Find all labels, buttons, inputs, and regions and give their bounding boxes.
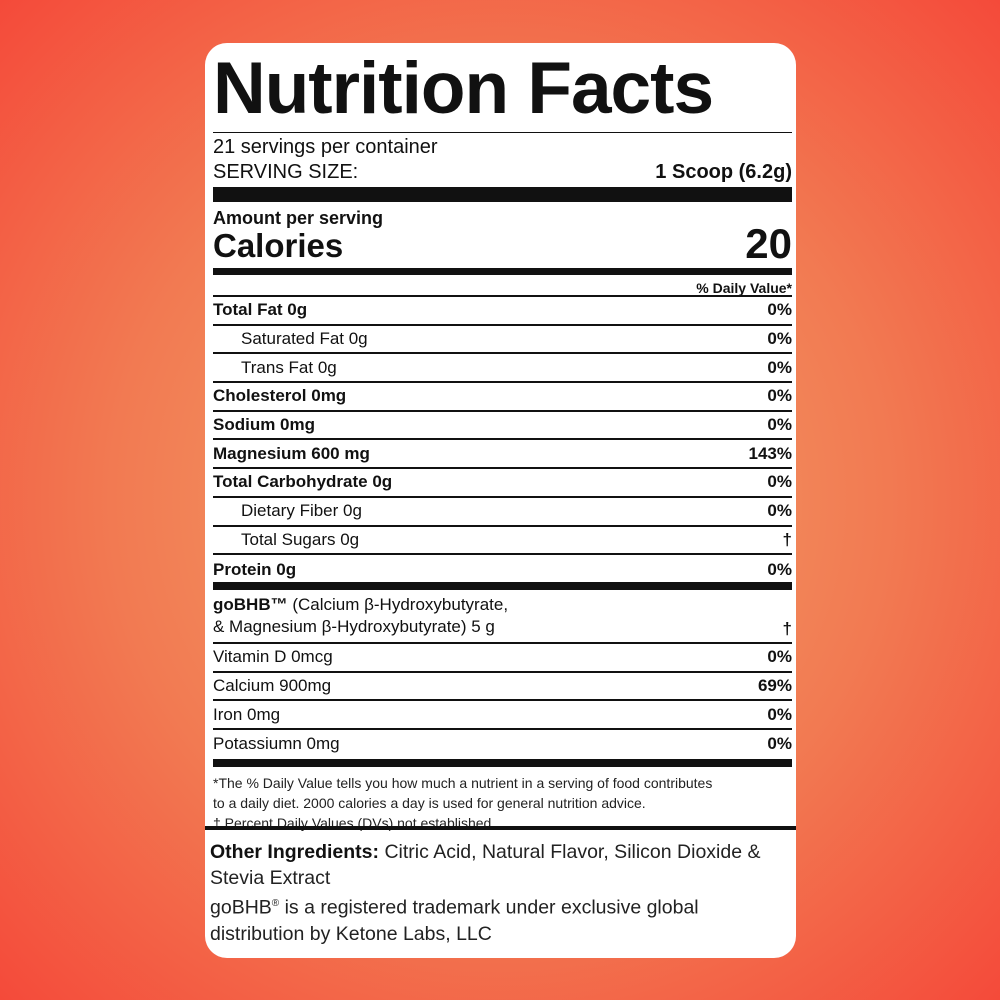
nutrient-row: Vitamin D 0mcg 0% [213,644,792,673]
nutrient-list: Total Fat 0g 0% Saturated Fat 0g 0% Trans Fa… [213,297,792,584]
calories-label: Calories [213,227,344,264]
nutrient-daily-value: 0% [767,329,792,349]
nutrient-daily-value: 69% [757,675,792,695]
nutrient-name: Calcium 900mg [213,675,332,695]
divider [213,132,792,133]
section-divider [205,826,796,830]
nutrient-daily-value: 0% [767,386,792,406]
nutrient-name: Cholesterol 0mg [213,386,347,406]
footnote: to a daily diet. 2000 calories a day is … [213,794,646,811]
nutrient-name: Potassiumn 0mg [213,734,340,754]
nutrient-name: Total Fat 0g [213,300,308,320]
nutrient-row: Saturated Fat 0g 0% [213,326,792,355]
other-ingredients-text: Citric Acid, Natural Flavor, Silicon Dio… [210,841,761,889]
nutrient-daily-value: 0% [767,472,792,492]
trademark-brand: goBHB [210,896,272,919]
nutrient-row: Total Carbohydrate 0g 0% [213,469,792,498]
nutrient-daily-value: 0% [767,501,792,521]
serving-size-label: SERVING SIZE: [213,161,359,183]
vitamin-list: Vitamin D 0mcg 0% Calcium 900mg 69% Iron 0mg… [213,644,792,759]
nutrient-daily-value: 0% [767,415,792,435]
nutrient-name: Trans Fat 0g [241,357,337,377]
nutrient-row: Trans Fat 0g 0% [213,354,792,384]
nutrient-name: Dietary Fiber 0g [241,501,362,521]
calories-row: Calories 20 [213,223,792,265]
thick-divider [213,187,792,202]
nutrient-name: Total Carbohydrate 0g [213,472,393,492]
trademark-text: is a registered trademark under exclusiv… [210,896,699,945]
gobhb-line2: & Magnesium β-Hydroxybutyrate) 5 g [213,616,495,636]
nutrient-name: Sodium 0mg [213,415,316,435]
nutrient-row: Protein 0g 0% [213,555,792,584]
gobhb-dv: † [782,618,792,638]
amount-per-serving: Amount per serving [213,208,384,228]
nutrient-name: Vitamin D 0mcg [213,647,333,667]
nutrient-daily-value: † [782,529,792,549]
footnote: *The % Daily Value tells you how much a … [213,774,713,791]
nutrient-row: Potassiumn 0mg 0% [213,730,792,759]
nutrient-daily-value: 0% [767,300,792,320]
nutrient-row: Iron 0mg 0% [213,701,792,730]
nutrient-name: Total Sugars 0g [241,529,360,549]
thick-divider [213,581,792,590]
nutrient-name: Iron 0mg [213,704,281,724]
nutrient-row: Total Sugars 0g † [213,527,792,556]
footnotes: *The % Daily Value tells you how much a … [213,773,792,833]
serving-size-row: SERVING SIZE: 1 Scoop (6.2g) [213,160,792,184]
nutrient-row: Dietary Fiber 0g 0% [213,498,792,527]
other-ingredients-label: Other Ingredients: [210,841,380,863]
daily-value-header: % Daily Value* [213,275,792,297]
gobhb-brand: goBHB™ [213,594,288,614]
label-title: Nutrition Facts [213,48,714,129]
registered-symbol: ® [271,898,280,909]
nutrient-daily-value: 0% [767,734,792,754]
nutrient-row: Total Fat 0g 0% [213,297,792,326]
serving-size-value: 1 Scoop (6.2g) [655,161,792,183]
other-ingredients: Other Ingredients: Citric Acid, Natural … [210,839,792,947]
nutrient-row: Magnesium 600 mg 143% [213,440,792,470]
nutrient-name: Saturated Fat 0g [241,329,368,349]
nutrient-daily-value: 0% [767,704,792,724]
nutrient-name: Magnesium 600 mg [213,443,370,463]
nutrient-row: Cholesterol 0mg 0% [213,383,792,412]
nutrient-name: Protein 0g [213,559,297,579]
nutrient-daily-value: 0% [767,559,792,579]
nutrient-daily-value: 143% [748,443,792,463]
servings-per-container: 21 servings per container [213,136,438,158]
gobhb-line1: (Calcium β-Hydroxybutyrate, [287,594,509,614]
gobhb-row: goBHB™ (Calcium β-Hydroxybutyrate, & Mag… [213,590,792,644]
thick-divider [213,268,792,275]
nutrient-row: Calcium 900mg 69% [213,673,792,702]
nutrition-facts-panel: Nutrition Facts 21 servings per containe… [213,43,792,833]
thick-divider [213,758,792,767]
nutrient-daily-value: 0% [767,357,792,377]
nutrient-row: Sodium 0mg 0% [213,412,792,441]
nutrient-daily-value: 0% [767,647,792,667]
nutrition-label-card: Nutrition Facts 21 servings per containe… [205,43,796,958]
calories-value: 20 [745,220,792,267]
